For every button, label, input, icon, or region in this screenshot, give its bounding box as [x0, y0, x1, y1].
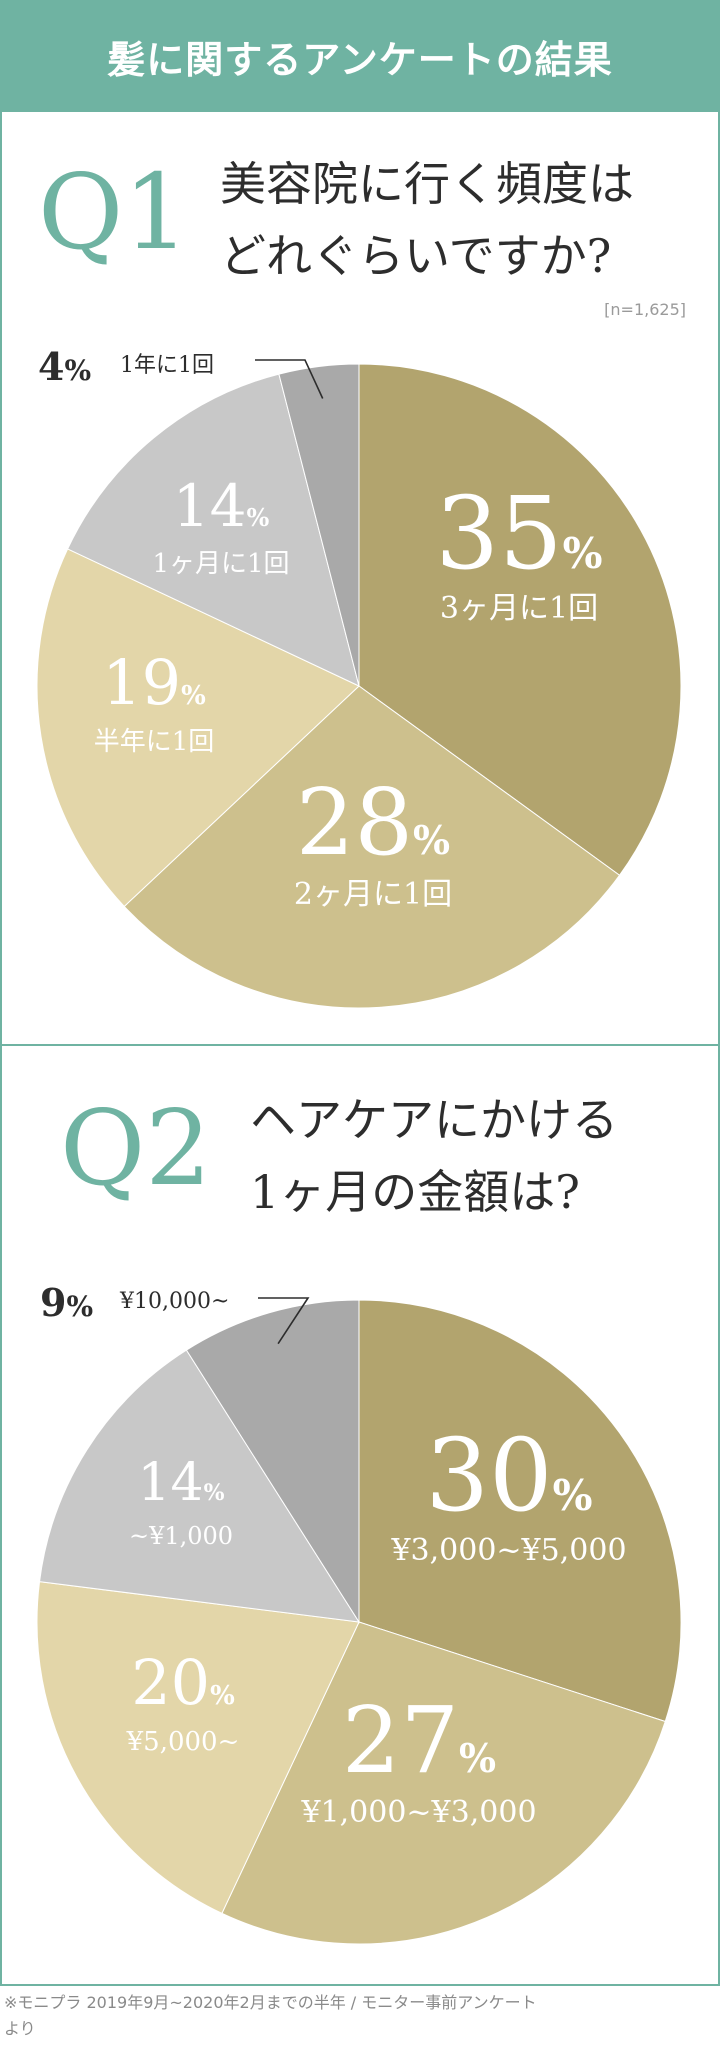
pie1-category-label-5: 1年に1回 [120, 353, 214, 378]
pie1-value-label-4: 14% [173, 472, 270, 540]
pie1-slice-3 [36, 548, 360, 908]
q1-number: Q1 [38, 151, 190, 273]
pie1-category-label-4: 1ヶ月に1回 [152, 549, 289, 579]
q2-number: Q2 [60, 1087, 212, 1209]
footnote-line-1: ※モニプラ 2019年9月~2020年2月までの半年 / モニター事前アンケート [4, 1993, 537, 2012]
pie1-value-label-2: 28% [296, 769, 450, 876]
pie2-value-label-2: 27% [342, 1687, 496, 1794]
pie2-slice-1 [358, 1299, 682, 1723]
q2-question-line-1: ヘアケアにかける [250, 1093, 618, 1147]
pie1-category-label-3: 半年に1回 [94, 727, 215, 757]
pie1-slice-4 [66, 373, 360, 687]
pie2-category-label-5: ¥10,000~ [119, 1289, 229, 1314]
pie2-slice-5 [185, 1299, 360, 1624]
pie2-category-label-3: ¥5,000~ [126, 1727, 240, 1757]
footnote: ※モニプラ 2019年9月~2020年2月までの半年 / モニター事前アンケート… [4, 1990, 716, 2042]
pie2-category-label-1: ¥3,000~¥5,000 [390, 1533, 626, 1568]
pie2-category-label-4: ~¥1,000 [129, 1522, 233, 1550]
q1-question-line-2: どれぐらいですか? [220, 229, 612, 283]
pie2-slice-2 [221, 1621, 666, 1945]
pie1-slice-1 [358, 363, 682, 876]
q2-question-line-2: 1ヶ月の金額は? [250, 1165, 580, 1219]
q2-pie-chart: 30%¥3,000~¥5,000 27%¥1,000~¥3,000 20% ¥5,00… [36, 1280, 682, 1945]
pie1-value-label-3: 19% [102, 646, 206, 719]
pie1-slice-5 [278, 363, 360, 687]
footnote-line-2: より [4, 2019, 36, 2038]
pie2-value-label-4: 14% [137, 1453, 224, 1513]
q1-question-line-1: 美容院に行く頻度は [220, 157, 634, 211]
pie2-slice-4 [38, 1349, 360, 1623]
q1-pie-chart: 35%3ヶ月に1回 28%2ヶ月に1回 19% 半年に1回 14% 1ヶ月に1回 4% 1年に… [36, 350, 682, 1009]
pie2-value-label-1: 30% [425, 1417, 592, 1534]
pie1-category-label-2: 2ヶ月に1回 [294, 877, 452, 912]
pie2-category-label-2: ¥1,000~¥3,000 [300, 1795, 536, 1830]
pie2-slice-3 [36, 1581, 360, 1915]
pie2-value-label-3: 20% [131, 1646, 235, 1719]
header-banner: 髪に関するアンケートの結果 [0, 0, 720, 112]
pie2-value-label-5: 9% [40, 1280, 93, 1325]
pie2-leader-line [258, 1297, 310, 1345]
pie1-value-label-5: 4% [38, 350, 91, 389]
page-title: 髪に関するアンケートの結果 [107, 36, 613, 82]
q1-sample-size: [n=1,625] [604, 300, 686, 319]
pie1-category-label-1: 3ヶ月に1回 [440, 591, 598, 626]
pie1-value-label-1: 35% [435, 475, 602, 592]
q2-question: ヘアケアにかける 1ヶ月の金額は? [250, 1084, 618, 1228]
q1-question: 美容院に行く頻度は どれぐらいですか? [220, 148, 634, 292]
pie1-leader-line [255, 359, 324, 399]
pie1-slice-2 [123, 685, 621, 1009]
